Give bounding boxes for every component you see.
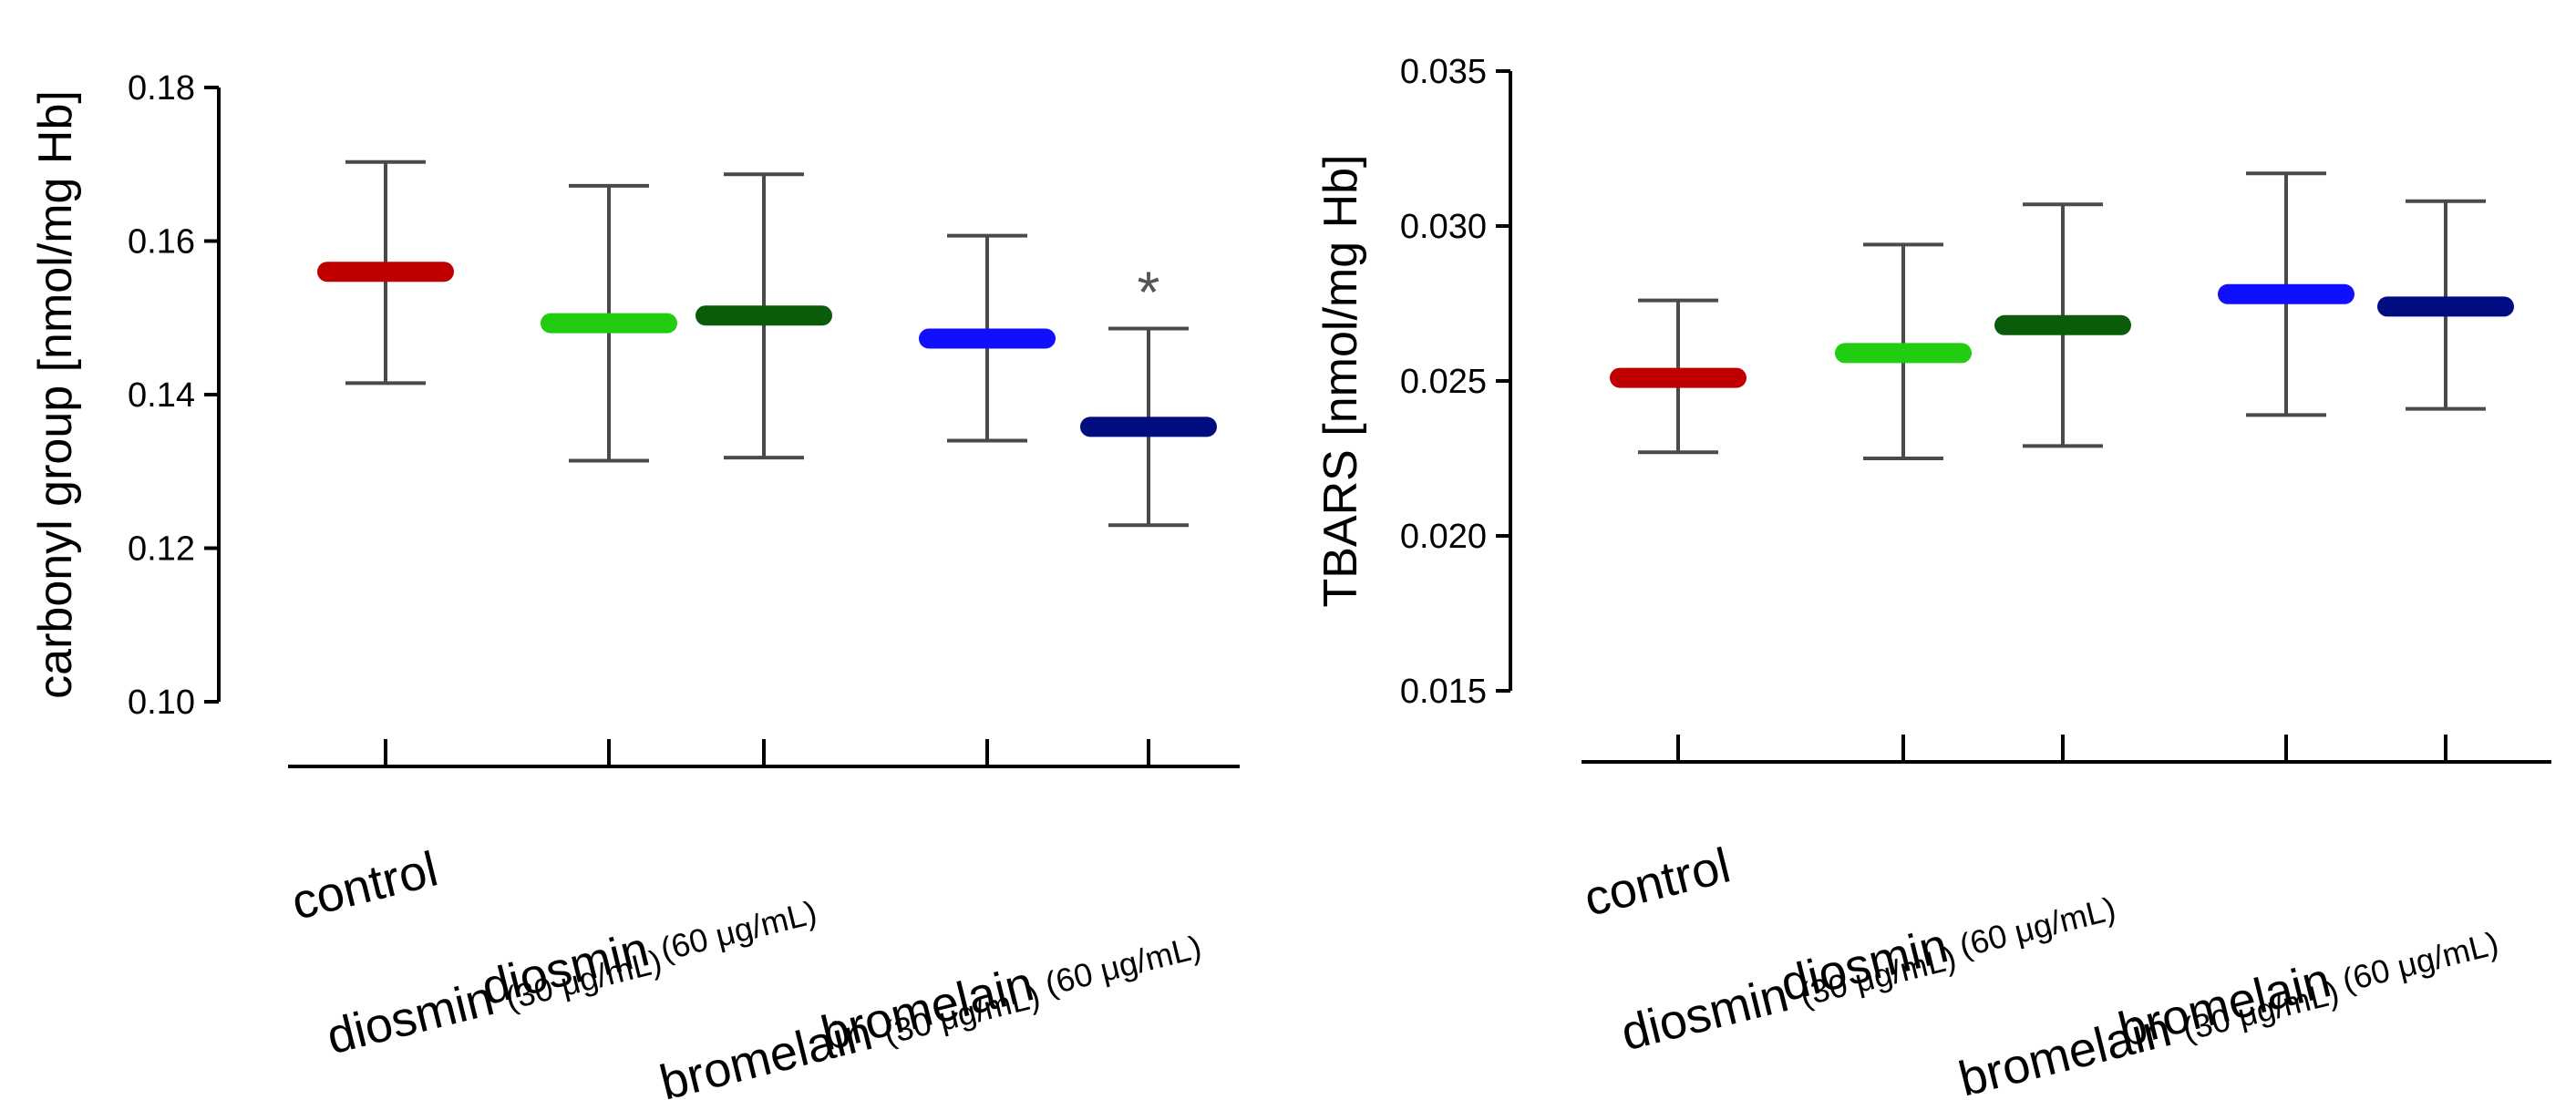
carbonyl-bromelain-60-x-label-name: bromelain — [816, 956, 1039, 1062]
tbars-y-tick-label: 0.025 — [1400, 363, 1487, 401]
tbars-diosmin-60-x-label-dose: (60 μg/mL) — [1955, 889, 2119, 964]
carbonyl-bromelain-60-x-label: bromelain(60 μg/mL) — [816, 914, 1206, 1061]
carbonyl-control-x-label: control — [286, 841, 443, 930]
carbonyl-panel: carbonyl group [nmol/mg Hb] 0.10 0.12 0.14… — [29, 69, 1240, 1100]
carbonyl-diosmin-60-x-label-dose: (60 μg/mL) — [656, 893, 820, 968]
tbars-y-tick-label: 0.030 — [1400, 208, 1487, 246]
tbars-panel: TBARS [nmol/mg Hb] 0.015 0.020 0.025 0.030 0… — [1314, 53, 2551, 1100]
tbars-control-x-label-name: control — [1579, 838, 1736, 926]
carbonyl-bromelain-60-x-label-dose: (60 μg/mL) — [1041, 928, 1205, 1002]
carbonyl-y-tick-label: 0.10 — [128, 684, 195, 722]
carbonyl-control-x-label-name: control — [286, 841, 443, 930]
carbonyl-y-tick-label: 0.14 — [128, 376, 195, 415]
carbonyl-diosmin-30-x-label-name: diosmin — [322, 971, 500, 1064]
tbars-bromelain-60-x-label-dose: (60 μg/mL) — [2338, 924, 2502, 999]
carbonyl-y-tick-label: 0.12 — [128, 530, 195, 569]
carbonyl-y-axis-title: carbonyl group [nmol/mg Hb] — [29, 90, 82, 699]
tbars-y-tick-label: 0.035 — [1400, 53, 1487, 91]
tbars-y-tick-label: 0.015 — [1400, 673, 1487, 711]
carbonyl-y-tick-label: 0.16 — [128, 223, 195, 262]
tbars-control-x-label: control — [1579, 838, 1736, 926]
carbonyl-bromelain-60-significance-mark: * — [1138, 260, 1160, 325]
tbars-bromelain-60-x-label-name: bromelain — [2113, 952, 2336, 1058]
carbonyl-y-tick-label: 0.18 — [128, 69, 195, 108]
tbars-diosmin-30-x-label-name: diosmin — [1616, 967, 1794, 1061]
tbars-y-axis-title: TBARS [nmol/mg Hb] — [1314, 154, 1367, 607]
tbars-bromelain-60-x-label: bromelain(60 μg/mL) — [2113, 910, 2503, 1057]
tbars-y-tick-label: 0.020 — [1400, 518, 1487, 556]
